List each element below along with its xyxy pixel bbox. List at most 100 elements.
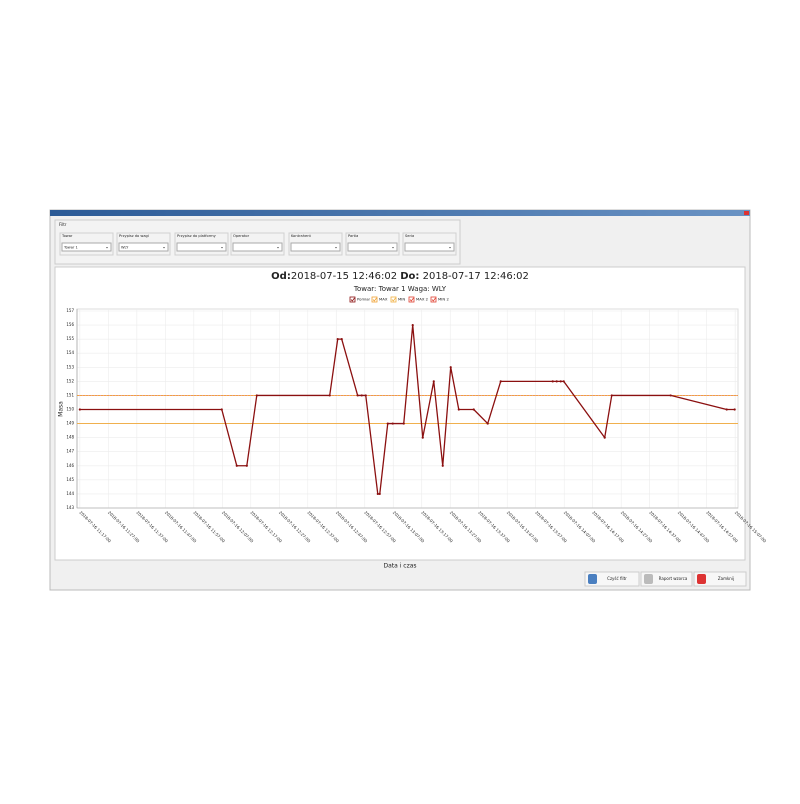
data-point (356, 394, 359, 397)
filter-label: Towar (61, 234, 73, 238)
dropdown-arrow: ▾ (277, 246, 279, 250)
button-icon (644, 574, 653, 584)
filter-panel (54, 219, 461, 265)
dropdown[interactable] (61, 242, 112, 252)
dropdown-arrow: ▾ (163, 246, 165, 250)
data-point (364, 394, 367, 397)
filter-label: Operator (233, 234, 250, 238)
data-point (421, 436, 424, 439)
data-point (386, 422, 389, 425)
data-point (449, 366, 452, 369)
filter-title: Filtr (59, 222, 67, 227)
y-tick-label: 151 (66, 392, 74, 397)
data-point (499, 380, 502, 383)
data-point (378, 492, 381, 496)
legend-label: MIN 2 (438, 297, 449, 302)
dropdown-value: Towar 1 (63, 246, 78, 250)
button[interactable] (693, 571, 747, 587)
data-point (457, 408, 460, 411)
title-to-label: Do: (400, 271, 419, 282)
data-point (220, 408, 223, 411)
chart-title: Od:2018-07-15 12:46:02 Do: 2018-07-17 12… (271, 271, 529, 282)
data-point (336, 338, 339, 341)
filter-group (174, 232, 229, 256)
dropdown[interactable] (404, 242, 455, 252)
legend-checkbox[interactable] (408, 296, 415, 303)
legend-check (350, 297, 355, 302)
title-bar (50, 210, 750, 216)
data-point (402, 422, 405, 425)
y-tick-label: 146 (66, 463, 74, 468)
title-to: 2018-07-17 12:46:02 (423, 271, 529, 282)
button-icon (588, 574, 597, 584)
data-point (559, 380, 562, 383)
legend-checkbox[interactable] (371, 296, 378, 303)
filter-label: Partia (348, 234, 358, 238)
data-point (255, 394, 258, 397)
x-axis-label: Data i czas (383, 563, 416, 570)
chart-subtitle: Towar: Towar 1 Waga: WLY (353, 285, 447, 293)
filter-group (59, 232, 114, 256)
button[interactable] (584, 571, 640, 587)
data-point (562, 380, 565, 383)
filter-label: Przypisz do wagi (119, 234, 149, 238)
y-tick-label: 149 (66, 421, 74, 426)
data-point (328, 394, 331, 397)
dropdown-arrow: ▾ (106, 246, 108, 250)
data-point (245, 464, 248, 467)
data-line (79, 324, 735, 495)
legend-check (372, 297, 377, 302)
dropdown[interactable] (118, 242, 169, 252)
legend-label: Pomiar (357, 297, 371, 302)
y-tick-label: 143 (66, 505, 74, 510)
legend-check (431, 297, 436, 302)
filter-label: Przypisz do platformy (177, 234, 217, 238)
dropdown-arrow: ▾ (335, 246, 337, 250)
button[interactable] (640, 571, 693, 587)
plot-area (76, 308, 739, 509)
y-axis-label: Masa (58, 401, 65, 417)
dropdown[interactable] (176, 242, 227, 252)
legend-checkbox[interactable] (390, 296, 397, 303)
legend-check (391, 297, 396, 302)
data-point (360, 394, 363, 397)
data-point (235, 464, 238, 467)
dropdown-arrow: ▾ (221, 246, 223, 250)
data-point (411, 323, 414, 327)
data-point (486, 422, 489, 425)
title-from-label: Od: (271, 271, 291, 282)
data-point (733, 408, 736, 411)
data-point (441, 464, 444, 467)
filter-label: Seria (405, 234, 414, 238)
legend-checkbox[interactable] (349, 296, 356, 303)
y-tick-label: 148 (66, 435, 74, 440)
filter-group (345, 232, 400, 256)
legend-checkbox[interactable] (430, 296, 437, 303)
y-tick-label: 145 (66, 477, 74, 482)
data-point (340, 338, 343, 341)
y-tick-label: 155 (66, 336, 74, 341)
y-tick-label: 150 (66, 407, 74, 412)
filter-group (116, 232, 171, 256)
dropdown[interactable] (232, 242, 283, 252)
y-tick-label: 152 (66, 378, 74, 383)
data-point (78, 408, 81, 411)
close-icon[interactable] (744, 211, 749, 215)
data-point (432, 380, 435, 383)
y-tick-label: 157 (66, 308, 74, 313)
button-label: Raport wzorca (659, 576, 688, 581)
data-point (376, 492, 379, 496)
legend-label: MAX 2 (416, 297, 429, 302)
data-point (610, 394, 613, 397)
dropdown[interactable] (347, 242, 398, 252)
data-point (603, 436, 606, 439)
data-point (472, 408, 475, 411)
filter-group (230, 232, 285, 256)
legend-check (409, 297, 414, 302)
data-point (551, 380, 554, 383)
filter-group (288, 232, 343, 256)
y-tick-label: 154 (66, 350, 74, 355)
y-tick-label: 153 (66, 364, 74, 369)
dropdown[interactable] (290, 242, 341, 252)
